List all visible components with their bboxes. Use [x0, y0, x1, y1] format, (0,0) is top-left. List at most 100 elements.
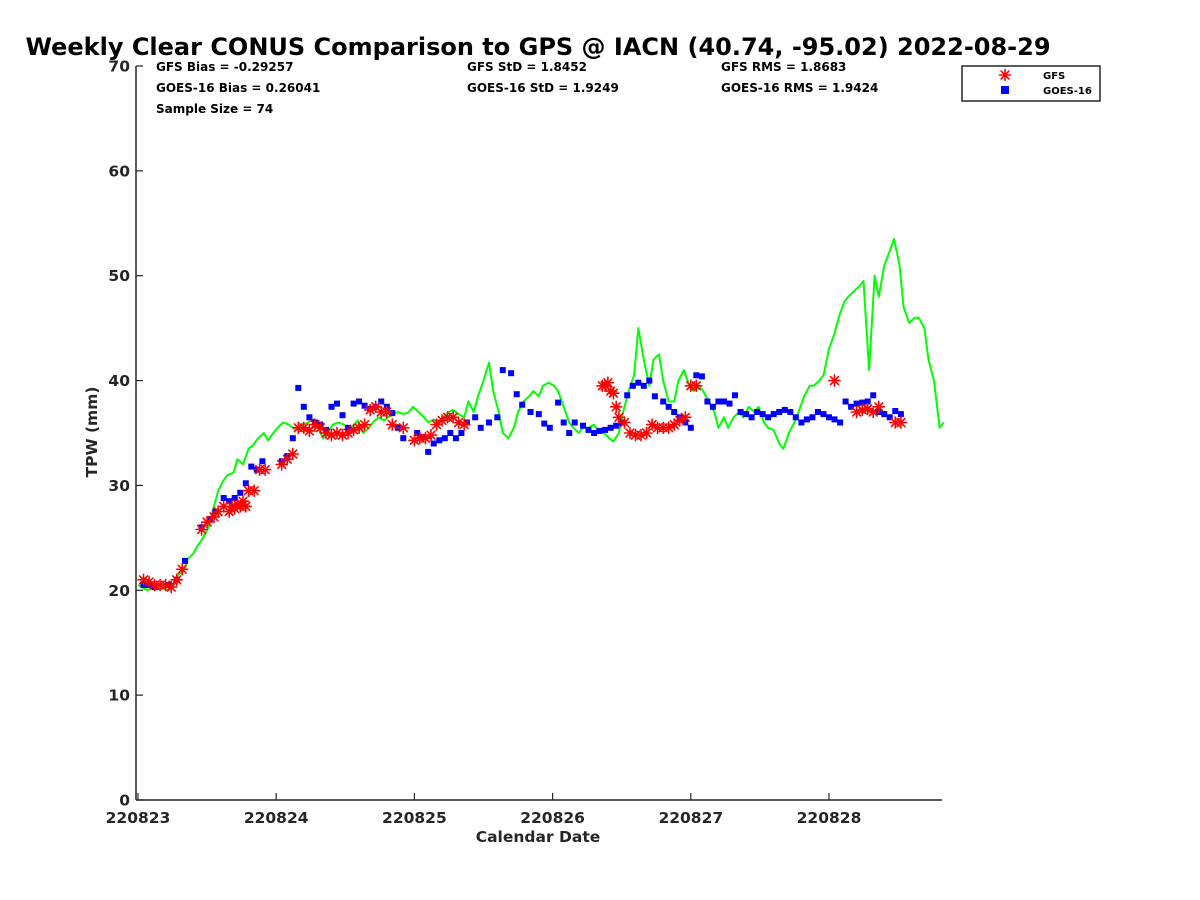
gfs-point [385, 418, 399, 431]
goes16-point [635, 379, 642, 386]
gfs-point [457, 418, 471, 431]
goes16-point [737, 409, 744, 415]
legend-goes-label: GOES-16 [1043, 86, 1092, 97]
gfs-point [894, 416, 908, 429]
y-tick-label: 70 [108, 58, 130, 76]
goes16-point [295, 384, 302, 391]
y-axis-label: TPW (mm) [83, 387, 101, 478]
goes16-point [458, 430, 465, 436]
goes16-point [629, 382, 636, 389]
gfs-point [380, 405, 394, 419]
goes16-point [831, 416, 838, 423]
goes16-point [425, 448, 432, 455]
gfs-point [872, 400, 886, 414]
goes16-point [897, 411, 904, 418]
gfs-bias-text: GFS Bias = -0.29257 [156, 60, 293, 74]
y-tick-label: 20 [108, 582, 130, 600]
gfs-point [211, 505, 225, 518]
goes16-point [248, 463, 255, 470]
x-tick-label: 220828 [797, 809, 862, 827]
goes16-point [447, 430, 454, 436]
y-tick-label: 40 [108, 372, 130, 390]
goes-std-text: GOES-16 StD = 1.9249 [467, 81, 619, 95]
statistics-block: GFS Bias = -0.29257 GOES-16 Bias = 0.260… [156, 60, 878, 116]
sample-size-text: Sample Size = 74 [156, 102, 273, 116]
y-tick-label: 50 [108, 267, 130, 285]
goes16-point [798, 419, 805, 426]
gfs-point [286, 447, 300, 461]
goes16-point [580, 422, 586, 429]
goes16-point [508, 370, 515, 377]
goes16-point [328, 403, 335, 410]
axes: 0 10 20 30 40 50 60 70 220823 220824 220825 220826 2… [106, 58, 942, 827]
goes16-point [748, 414, 755, 421]
goes16-point [400, 435, 407, 442]
goes16-point [535, 411, 542, 418]
goes16-point [546, 424, 553, 431]
goes16-point [477, 424, 484, 431]
goes16-point [859, 399, 866, 406]
x-tick-label: 220825 [382, 809, 447, 827]
gfs-point [247, 484, 261, 498]
goes16-point [721, 398, 727, 405]
gfs-rms-text: GFS RMS = 1.8683 [721, 60, 846, 74]
goes16-point [665, 403, 672, 410]
gfs-point [239, 500, 253, 513]
gfs-point [396, 421, 410, 435]
goes16-point [430, 440, 437, 447]
goes16-point [651, 393, 658, 400]
goes16-point [837, 419, 844, 426]
goes16-point [436, 437, 443, 444]
goes16-point [555, 399, 562, 406]
goes16-point [640, 382, 647, 389]
goes16-point [709, 403, 716, 410]
goes16-point [759, 411, 766, 418]
gfs-std-text: GFS StD = 1.8452 [467, 60, 587, 74]
gfs-point [258, 463, 272, 477]
gfs-point [358, 418, 371, 431]
legend: GFS GOES-16 [961, 65, 1101, 102]
goes16-point [486, 419, 492, 426]
goes16-point [864, 398, 871, 405]
goes16-point [671, 409, 678, 415]
goes16-point [334, 400, 340, 407]
goes16-point [765, 414, 772, 421]
goes16-point [892, 408, 899, 414]
goes16-point [591, 430, 598, 436]
goes16-point [419, 434, 426, 441]
goes16-point [820, 411, 827, 418]
y-tick-label: 0 [119, 792, 130, 810]
goes16-point [585, 426, 592, 433]
goes16-point [704, 398, 711, 405]
goes16-point [693, 372, 700, 379]
legend-gfs-label: GFS [1043, 71, 1065, 82]
goes-rms-text: GOES-16 RMS = 1.9424 [721, 81, 878, 95]
gfs-point [678, 410, 692, 424]
goes16-point [519, 401, 526, 408]
goes16-point [441, 435, 448, 442]
goes16-point [566, 430, 573, 436]
legend-box [961, 65, 1101, 102]
goes16-point [770, 411, 777, 418]
goes16-point [715, 398, 722, 405]
goes16-point [848, 403, 855, 410]
goes16-point [687, 424, 694, 431]
goes16-point [414, 430, 421, 436]
goes16-point [356, 398, 363, 405]
goes16-point [776, 409, 783, 415]
goes16-point [781, 406, 788, 413]
goes16-point [754, 409, 761, 415]
goes16-point [289, 435, 296, 442]
x-tick-label: 220827 [658, 809, 723, 827]
goes16-point [842, 398, 849, 405]
goes16-point [571, 419, 578, 426]
goes16-point [646, 377, 653, 384]
goes16-point [499, 367, 506, 374]
gps-series-line [137, 238, 945, 592]
goes16-point [494, 414, 501, 421]
goes16-point [743, 411, 750, 418]
goes16-point [306, 414, 313, 421]
legend-goes-square-icon [1001, 86, 1009, 94]
goes16-point [886, 414, 893, 421]
